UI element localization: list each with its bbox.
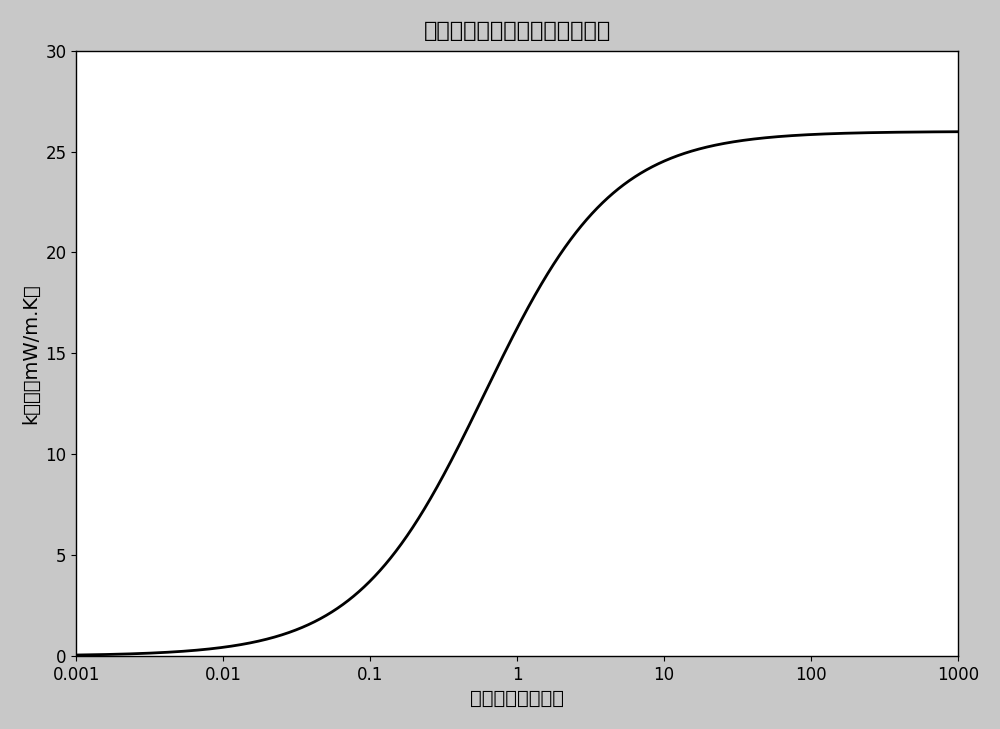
Y-axis label: k气体（mW/m.K）: k气体（mW/m.K） bbox=[21, 283, 40, 424]
Title: 空气填充泡沫中的气体热传导性: 空气填充泡沫中的气体热传导性 bbox=[424, 21, 611, 41]
X-axis label: 孔隙大小（微米）: 孔隙大小（微米） bbox=[470, 689, 564, 708]
